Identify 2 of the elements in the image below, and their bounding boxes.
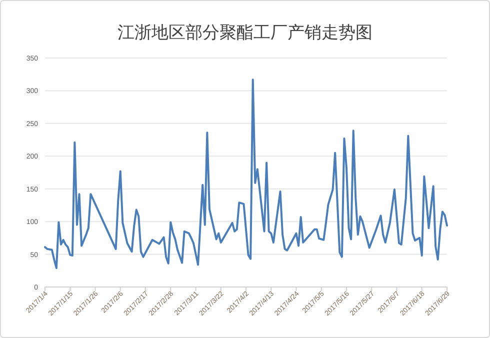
chart-title: 江浙地区部分聚酯工厂产销走势图	[118, 23, 372, 42]
line-series	[44, 78, 448, 270]
